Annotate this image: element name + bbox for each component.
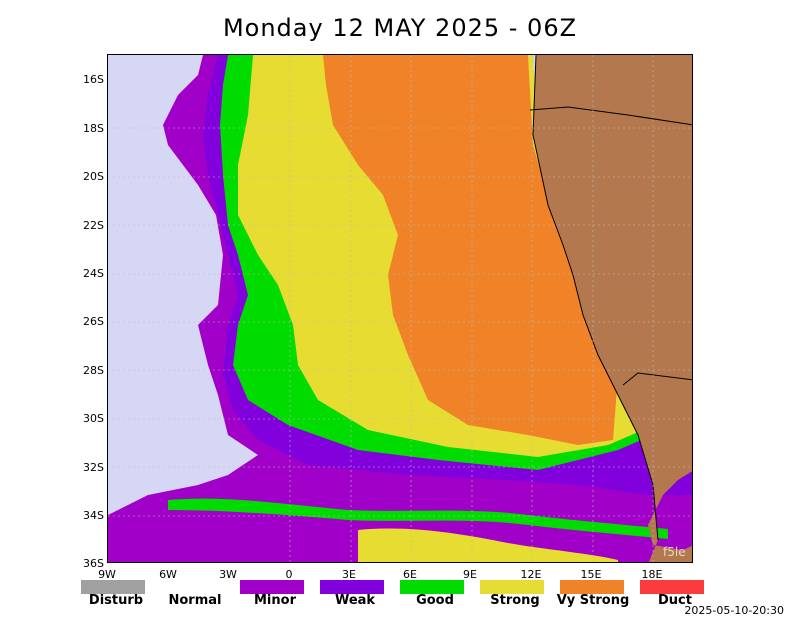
x-tick-label: 9W: [98, 568, 116, 581]
watermark-text: f5le: [663, 545, 686, 559]
border-line-south: [622, 372, 692, 386]
legend-label-weak: Weak: [334, 593, 376, 608]
coastline: [532, 55, 659, 541]
map-title: Monday 12 MAY 2025 - 06Z: [222, 14, 578, 42]
lower-band-strong: [358, 528, 618, 562]
ducting-map: [108, 55, 692, 562]
x-tick-label: 6E: [403, 568, 417, 581]
y-tick-label: 22S: [83, 219, 104, 232]
legend-swatch-minor: [240, 580, 304, 594]
legend-swatch-strong: [480, 580, 544, 594]
y-tick-label: 30S: [83, 412, 104, 425]
y-tick-label: 26S: [83, 315, 104, 328]
x-tick-label: 3E: [342, 568, 356, 581]
y-tick-label: 18S: [83, 122, 104, 135]
timestamp: 2025-05-10-20:30: [684, 604, 784, 617]
y-tick-label: 34S: [83, 509, 104, 522]
legend-label-duct: Duct: [658, 593, 692, 608]
legend-label-normal: Normal: [168, 593, 222, 608]
x-tick-label: 9E: [463, 568, 477, 581]
border-line-north: [529, 106, 692, 126]
y-tick-label: 16S: [83, 73, 104, 86]
map-panel[interactable]: f5le: [107, 54, 693, 563]
legend-label-good: Good: [416, 593, 454, 608]
legend-swatch-normal: [160, 580, 224, 594]
very-strong-zone: [323, 55, 618, 445]
x-tick-label: 12E: [520, 568, 542, 581]
x-tick-label: 15E: [580, 568, 602, 581]
land-area: [533, 55, 692, 562]
legend-swatch-good: [400, 580, 464, 594]
y-tick-label: 24S: [83, 267, 104, 280]
y-tick-label: 28S: [83, 364, 104, 377]
lower-band-good: [168, 498, 668, 539]
x-tick-label: 18E: [641, 568, 663, 581]
y-tick-label: 36S: [83, 557, 104, 570]
legend-swatch-duct: [640, 580, 704, 594]
legend-swatch-vy-strong: [560, 580, 624, 594]
x-tick-label: 3W: [219, 568, 237, 581]
legend-label-disturb: Disturb: [88, 593, 144, 608]
y-tick-label: 20S: [83, 170, 104, 183]
legend-swatch-weak: [320, 580, 384, 594]
legend-swatch-disturb: [81, 580, 145, 594]
legend-label-vy-strong: Vy Strong: [556, 593, 630, 608]
x-tick-label: 0: [285, 568, 293, 581]
y-tick-label: 32S: [83, 461, 104, 474]
legend-label-strong: Strong: [490, 593, 540, 608]
x-tick-label: 6W: [159, 568, 177, 581]
legend-label-minor: Minor: [254, 593, 296, 608]
